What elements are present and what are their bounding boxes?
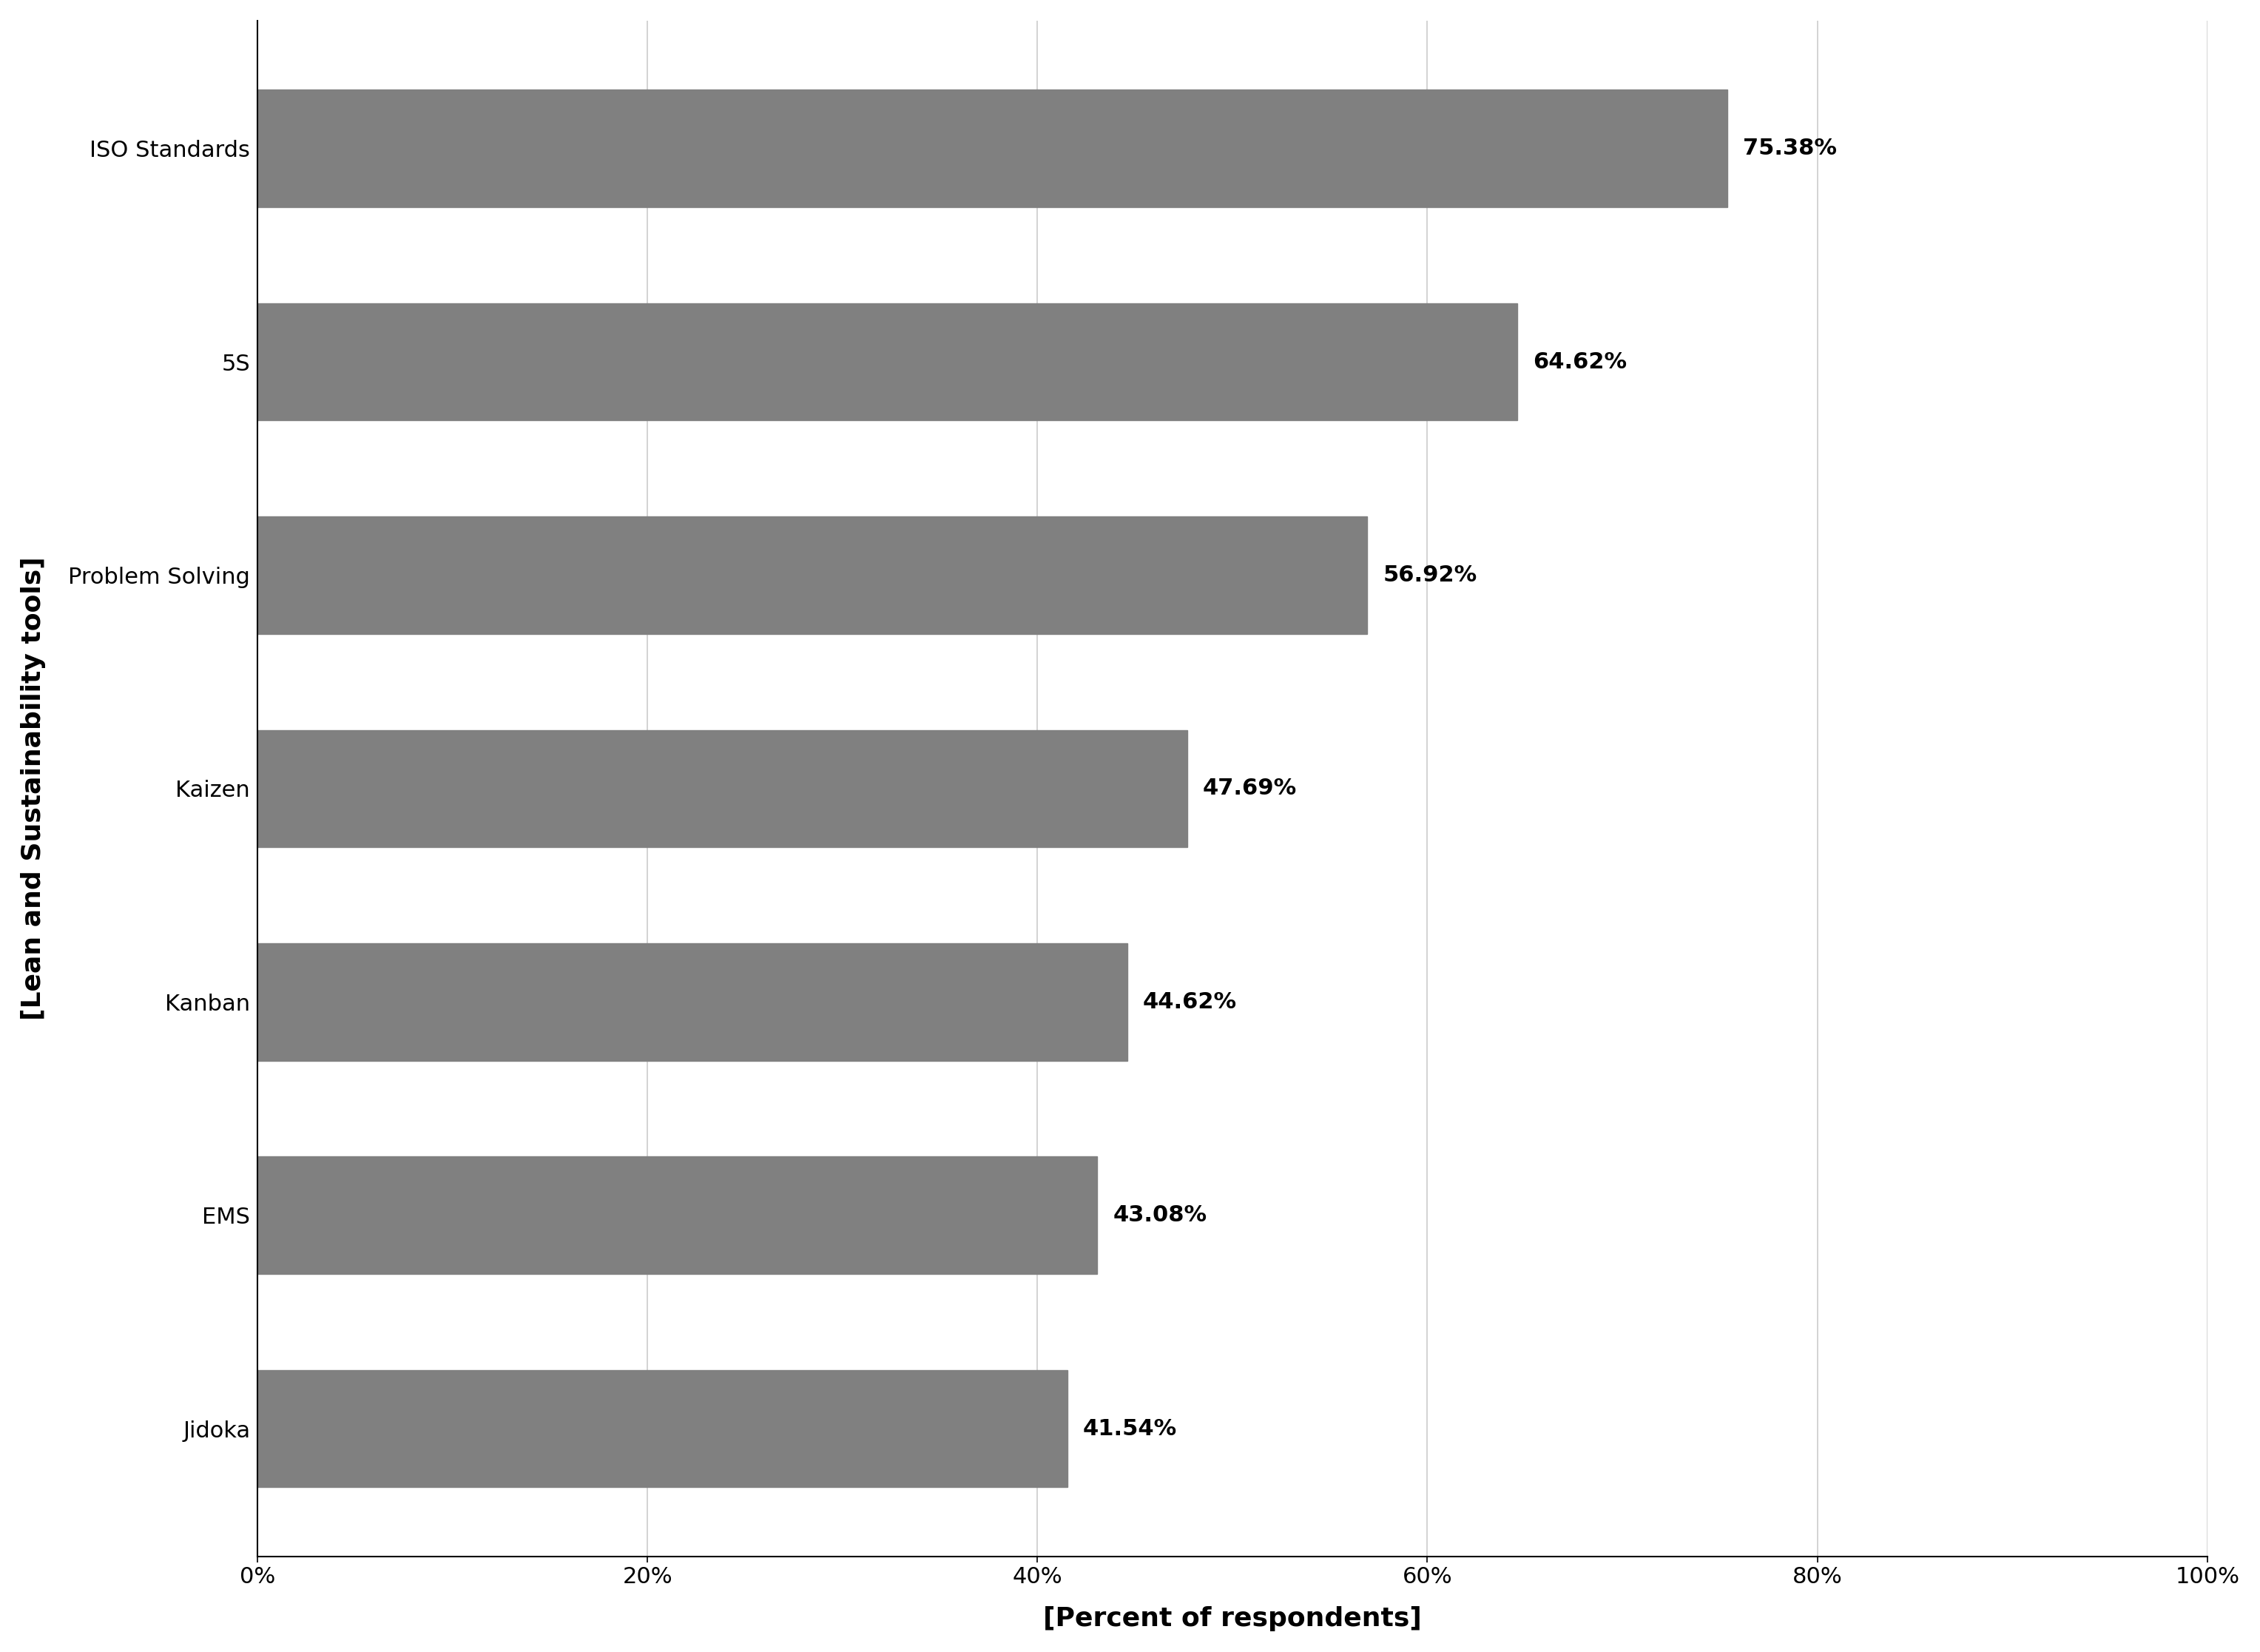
Text: 56.92%: 56.92% [1383,565,1478,586]
Bar [258,304,1516,421]
Text: 44.62%: 44.62% [1144,991,1236,1013]
Text: 41.54%: 41.54% [1083,1417,1177,1439]
X-axis label: [Percent of respondents]: [Percent of respondents] [1044,1606,1422,1632]
Bar [258,1370,1067,1487]
Y-axis label: [Lean and Sustainability tools]: [Lean and Sustainability tools] [20,557,45,1021]
Bar [258,89,1727,206]
Bar [258,943,1128,1061]
Bar [258,517,1367,634]
Text: 43.08%: 43.08% [1112,1204,1207,1226]
Bar [258,1156,1098,1274]
Text: 47.69%: 47.69% [1202,778,1297,800]
Text: 64.62%: 64.62% [1532,352,1627,373]
Text: 75.38%: 75.38% [1742,137,1837,159]
Bar [258,730,1186,847]
